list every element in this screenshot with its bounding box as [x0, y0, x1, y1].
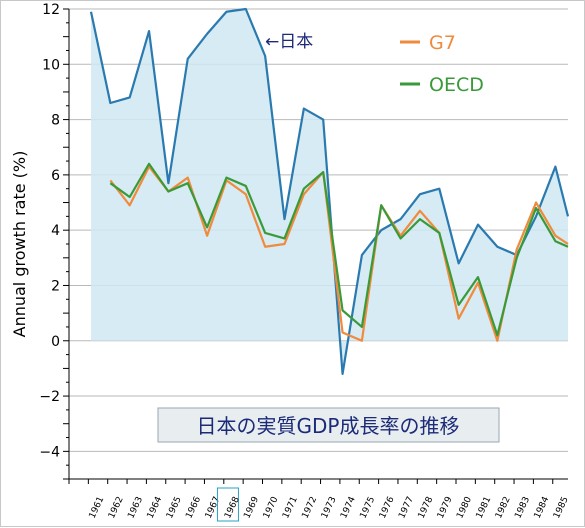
- x-tick-label: 1978: [417, 495, 436, 520]
- x-tick-label: 1985: [552, 495, 571, 520]
- legend-label-g7: G7: [429, 32, 456, 54]
- y-tick-label: 0: [51, 334, 60, 350]
- x-tick-label: 1977: [397, 495, 416, 520]
- x-tick-label: 1980: [455, 495, 474, 520]
- x-tick-label: 1963: [126, 495, 145, 520]
- y-tick-label: 2: [51, 278, 60, 294]
- x-tick-label: 1967: [204, 495, 223, 520]
- x-tick-label: 1962: [107, 495, 126, 520]
- y-tick-label: 4: [51, 223, 60, 239]
- x-tick-label: 1970: [262, 495, 281, 520]
- japan-series-label: ←日本: [265, 32, 313, 52]
- y-tick-label: 8: [51, 113, 60, 129]
- x-tick-label: 1973: [320, 495, 339, 520]
- series-line-g7: [109, 165, 569, 342]
- legend-label-oecd: OECD: [429, 74, 484, 96]
- series-line-oecd: [109, 162, 569, 337]
- y-tick-label: −2: [39, 389, 60, 405]
- chart-title: 日本の実質GDP成長率の推移: [197, 414, 460, 438]
- area-layer: [91, 9, 568, 374]
- x-tick-label: 1979: [436, 495, 455, 520]
- y-tick-label: 6: [51, 168, 60, 184]
- x-tick-label: 1982: [494, 495, 513, 520]
- y-tick-label: 10: [42, 57, 60, 73]
- x-tick-highlight: [216, 487, 239, 522]
- x-tick-label: 1972: [301, 495, 320, 520]
- line-layer: [89, 7, 570, 376]
- chart-title-box: 日本の実質GDP成長率の推移: [157, 407, 500, 443]
- x-tick-label: 1975: [359, 495, 378, 520]
- x-tick-label: 1968: [223, 495, 242, 520]
- x-tick-label: 1976: [378, 495, 397, 520]
- x-tick-label: 1961: [88, 495, 107, 520]
- y-tick-label: 12: [42, 2, 60, 18]
- x-tick-labels: 1961 1962 1963 1964 1965 1966 1967 1968 1969 1970…: [88, 487, 571, 522]
- x-tick-label: 1969: [242, 495, 261, 520]
- legend: G7 OECD: [400, 32, 484, 96]
- chart-title-background: [157, 407, 500, 443]
- y-tick-labels: −4 −2 0 2 4 6 8 10 12: [39, 2, 60, 460]
- y-axis-label: Annual growth rate (%): [10, 151, 29, 338]
- y-tick-label: −4: [39, 444, 60, 460]
- series-area-japan: [91, 9, 568, 374]
- x-tick-label: 1965: [165, 495, 184, 520]
- x-tick-label: 1964: [146, 495, 165, 520]
- x-tick-label: 1971: [281, 495, 300, 520]
- axis-layer: [63, 8, 568, 484]
- x-tick-label: 1983: [513, 495, 532, 520]
- x-tick-label: 1974: [339, 495, 358, 520]
- x-tick-label: 1966: [184, 495, 203, 520]
- x-tick-label: 1984: [533, 495, 552, 520]
- x-tick-label: 1981: [475, 495, 494, 520]
